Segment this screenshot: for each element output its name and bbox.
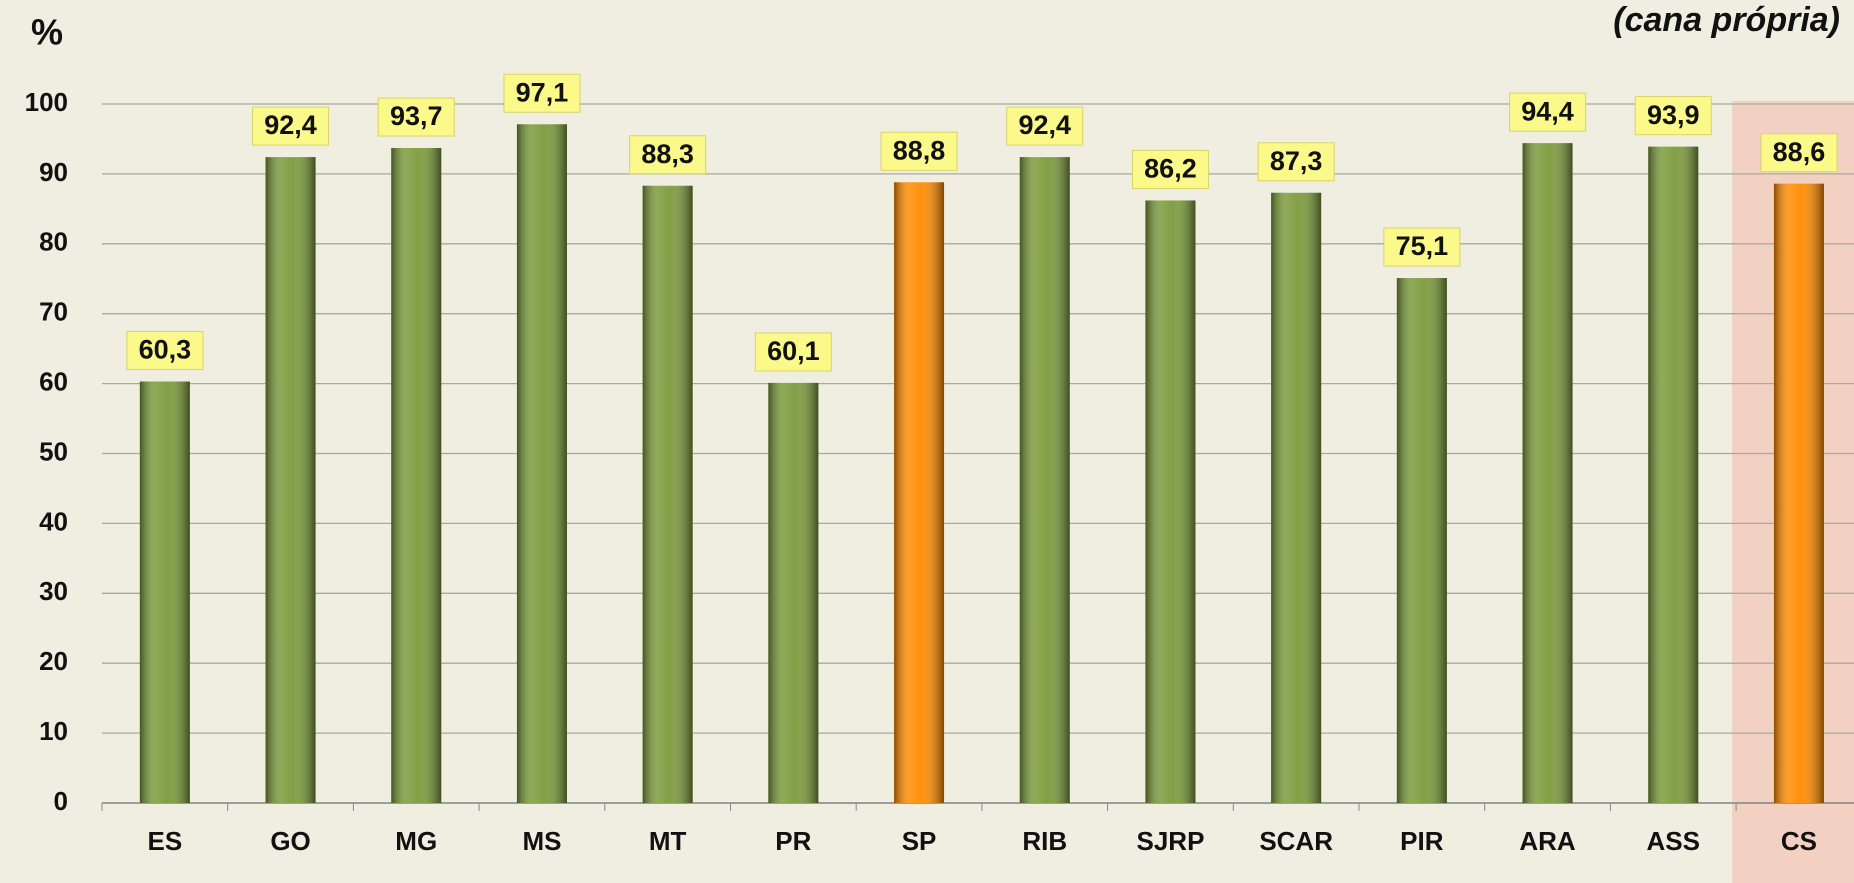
bar-shade — [265, 157, 316, 803]
y-tick-label: 0 — [54, 786, 68, 816]
value-label-box — [1006, 106, 1084, 146]
y-tick-label: 70 — [39, 297, 68, 327]
bar-shade — [894, 182, 945, 804]
value-label-box — [880, 131, 958, 171]
y-tick-label: 60 — [39, 366, 68, 396]
x-tick-label: ARA — [1519, 826, 1576, 856]
axis-label: % — [31, 12, 63, 53]
x-tick-label: RIB — [1022, 826, 1067, 856]
x-tick-label: GO — [270, 826, 310, 856]
x-tick-label: PR — [775, 826, 811, 856]
y-tick-label: 80 — [39, 227, 68, 257]
value-label: 75,1 — [1396, 231, 1449, 261]
subtitle: (cana própria) — [1613, 1, 1840, 39]
x-tick-label: SCAR — [1259, 826, 1333, 856]
x-tick-label: ASS — [1647, 826, 1700, 856]
bar-shade — [1396, 278, 1447, 803]
value-label: 94,4 — [1521, 96, 1574, 126]
value-label: 88,6 — [1773, 137, 1826, 167]
bar-shade — [768, 382, 819, 803]
value-label-box — [1509, 92, 1587, 132]
value-label-box — [252, 106, 330, 146]
value-label-box — [754, 332, 832, 372]
value-label: 60,1 — [767, 336, 820, 366]
value-label-box — [1131, 149, 1209, 189]
bar-shade — [1271, 192, 1322, 803]
bar-shade — [391, 148, 442, 804]
x-tick-label: MT — [649, 826, 687, 856]
bar-shade — [1773, 183, 1824, 803]
bar-shade — [516, 124, 567, 804]
bar-shade — [1522, 143, 1573, 804]
y-tick-label: 50 — [39, 436, 68, 466]
value-label-box — [126, 331, 204, 371]
value-label-box — [377, 97, 455, 137]
bar-shade — [1648, 146, 1699, 803]
y-tick-label: 100 — [25, 87, 68, 117]
x-tick-label: PIR — [1400, 826, 1444, 856]
y-tick-label: 20 — [39, 646, 68, 676]
value-label: 97,1 — [516, 77, 569, 107]
value-label: 87,3 — [1270, 146, 1323, 176]
value-label-box — [503, 73, 581, 113]
value-label-box — [1760, 133, 1838, 173]
bar-shade — [642, 185, 693, 803]
x-tick-label: SP — [902, 826, 937, 856]
bar-shade — [1145, 200, 1196, 803]
value-label-box — [1257, 142, 1335, 182]
value-label: 60,3 — [139, 335, 192, 365]
value-label: 88,8 — [893, 135, 946, 165]
y-tick-label: 30 — [39, 576, 68, 606]
value-label: 92,4 — [1018, 110, 1071, 140]
value-label: 92,4 — [264, 110, 317, 140]
y-tick-label: 40 — [39, 506, 68, 536]
x-tick-label: SJRP — [1136, 826, 1204, 856]
bar-shade — [139, 381, 190, 803]
value-label: 93,7 — [390, 101, 443, 131]
bar-shade — [1019, 157, 1070, 803]
y-tick-label: 10 — [39, 716, 68, 746]
x-tick-label: MS — [522, 826, 561, 856]
x-tick-label: ES — [148, 826, 183, 856]
value-label: 88,3 — [641, 139, 694, 169]
value-label-box — [1383, 227, 1461, 267]
x-tick-label: CS — [1781, 826, 1817, 856]
value-label: 93,9 — [1647, 100, 1700, 130]
y-tick-label: 90 — [39, 157, 68, 187]
value-label: 86,2 — [1144, 154, 1197, 184]
value-label-box — [1634, 96, 1712, 136]
value-label-box — [629, 135, 707, 175]
x-tick-label: MG — [395, 826, 437, 856]
